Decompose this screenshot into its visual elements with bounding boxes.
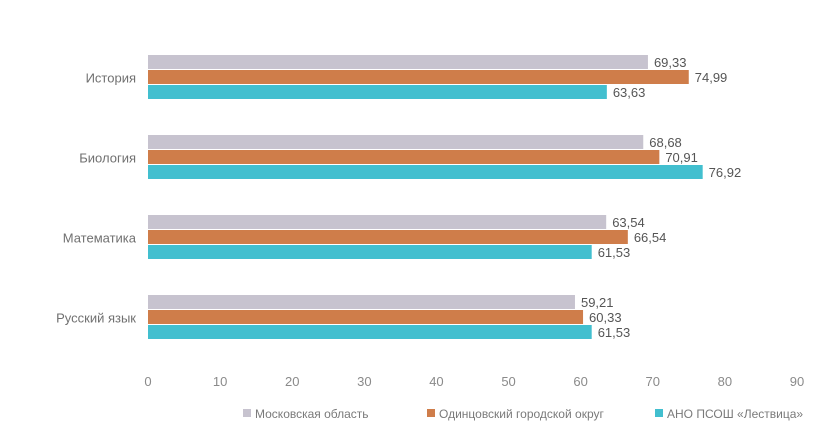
x-tick-label: 50 <box>501 374 515 389</box>
legend-entry: Одинцовский городской округ <box>439 407 604 421</box>
data-label: 76,92 <box>709 165 742 180</box>
category-label: Математика <box>63 231 137 246</box>
data-label: 74,99 <box>695 70 728 85</box>
data-label: 70,91 <box>665 150 698 165</box>
bar <box>148 230 628 244</box>
data-label: 61,53 <box>598 245 631 260</box>
x-tick-label: 70 <box>646 374 660 389</box>
data-label: 60,33 <box>589 310 622 325</box>
x-tick-label: 90 <box>790 374 804 389</box>
data-label: 63,63 <box>613 85 646 100</box>
x-tick-label: 80 <box>718 374 732 389</box>
bar <box>148 55 648 69</box>
data-label: 66,54 <box>634 230 667 245</box>
x-tick-label: 20 <box>285 374 299 389</box>
x-tick-label: 30 <box>357 374 371 389</box>
category-label: Биология <box>79 151 136 166</box>
data-label: 68,68 <box>649 135 682 150</box>
x-tick-label: 60 <box>573 374 587 389</box>
bar <box>148 325 592 339</box>
bar <box>148 135 644 149</box>
legend-entry: АНО ПСОШ «Лествица» <box>667 407 803 421</box>
category-label: Русский язык <box>56 311 136 326</box>
bar <box>148 165 703 179</box>
bar <box>148 310 584 324</box>
data-label: 69,33 <box>654 55 687 70</box>
x-tick-label: 10 <box>213 374 227 389</box>
legend-swatch <box>655 409 663 417</box>
data-label: 59,21 <box>581 295 614 310</box>
bar <box>148 215 607 229</box>
bar <box>148 70 689 84</box>
x-tick-label: 0 <box>144 374 151 389</box>
bar <box>148 295 575 309</box>
bar <box>148 150 660 164</box>
bar <box>148 245 592 259</box>
x-tick-label: 40 <box>429 374 443 389</box>
legend-entry: Московская область <box>255 407 369 421</box>
data-label: 61,53 <box>598 325 631 340</box>
bar <box>148 85 607 99</box>
legend-swatch <box>243 409 251 417</box>
legend-swatch <box>427 409 435 417</box>
data-label: 63,54 <box>612 215 645 230</box>
category-label: История <box>86 71 136 86</box>
